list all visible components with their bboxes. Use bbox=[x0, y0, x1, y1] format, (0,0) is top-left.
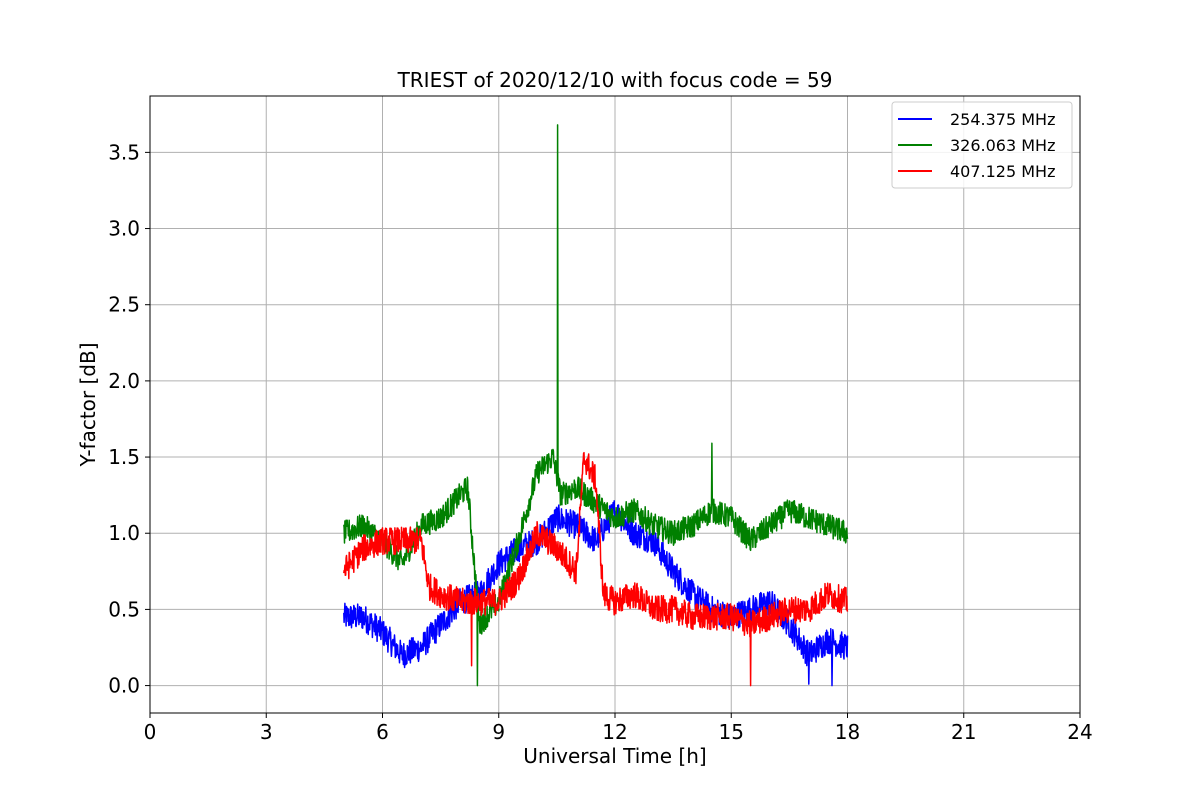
y-tick-label: 3.0 bbox=[108, 217, 140, 241]
chart-title: TRIEST of 2020/12/10 with focus code = 5… bbox=[397, 68, 833, 92]
x-tick-label: 6 bbox=[376, 720, 389, 744]
legend: 254.375 MHz 326.063 MHz 407.125 MHz bbox=[891, 101, 1073, 189]
x-axis-label: Universal Time [h] bbox=[523, 744, 706, 768]
x-tick-label: 18 bbox=[835, 720, 860, 744]
ticks: 0 3 6 9 12 15 18 21 24 0.0 0.5 1.0 1.5 2.0 2.5 3.0 3.5 bbox=[108, 140, 1093, 744]
y-axis-label: Y-factor [dB] bbox=[76, 342, 100, 467]
y-tick-label: 1.5 bbox=[108, 445, 140, 469]
x-tick-label: 3 bbox=[260, 720, 273, 744]
series-layer bbox=[343, 124, 849, 687]
y-tick-label: 3.5 bbox=[108, 140, 140, 164]
y-tick-label: 2.5 bbox=[108, 293, 140, 317]
series-line bbox=[343, 500, 849, 687]
x-tick-label: 0 bbox=[144, 720, 157, 744]
legend-label: 326.063 MHz bbox=[950, 136, 1055, 155]
series-line bbox=[343, 451, 849, 687]
x-tick-label: 21 bbox=[951, 720, 976, 744]
legend-label: 254.375 MHz bbox=[950, 110, 1055, 129]
y-tick-label: 0.0 bbox=[108, 674, 140, 698]
legend-label: 407.125 MHz bbox=[950, 162, 1055, 181]
x-tick-label: 24 bbox=[1067, 720, 1092, 744]
y-tick-label: 0.5 bbox=[108, 597, 140, 621]
grid bbox=[149, 96, 1081, 713]
y-tick-label: 1.0 bbox=[108, 521, 140, 545]
x-tick-label: 9 bbox=[492, 720, 505, 744]
x-tick-label: 15 bbox=[719, 720, 744, 744]
series-line bbox=[343, 124, 849, 687]
y-tick-label: 2.0 bbox=[108, 369, 140, 393]
x-tick-label: 12 bbox=[602, 720, 627, 744]
legend-box bbox=[891, 101, 1073, 189]
